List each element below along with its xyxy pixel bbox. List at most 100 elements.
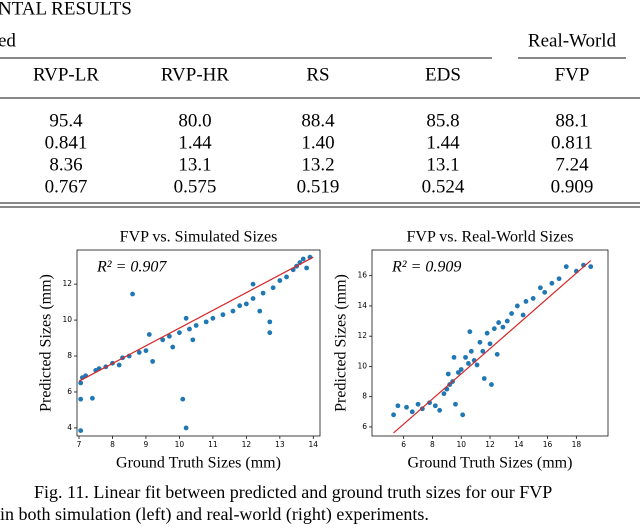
cell: 0.575: [174, 176, 217, 197]
cell: 0.841: [45, 132, 88, 153]
point: [78, 396, 84, 402]
y-tick-label: 6: [67, 387, 72, 396]
y-tick-label: 16: [357, 271, 367, 280]
point: [530, 295, 536, 301]
x-tick-label: 18: [572, 440, 582, 449]
point: [563, 264, 569, 270]
point: [489, 382, 494, 387]
fit-line: [393, 260, 592, 434]
point: [458, 367, 464, 372]
column-header: EDS: [425, 64, 461, 85]
cell: 88.1: [555, 110, 588, 131]
point: [187, 326, 192, 332]
x-tick-label: 12: [242, 440, 252, 449]
point: [237, 303, 243, 309]
point: [437, 407, 443, 413]
point: [300, 256, 306, 262]
point: [220, 312, 226, 318]
y-tick-label: 8: [67, 351, 72, 360]
point: [500, 324, 506, 330]
point: [588, 264, 594, 270]
point: [451, 354, 457, 360]
cell: 8.36: [49, 154, 82, 175]
x-axis-label: Ground Truth Sizes (mm): [116, 455, 281, 472]
axes-frame: [76, 249, 321, 437]
point: [177, 330, 182, 336]
column-header: FVP: [555, 64, 590, 85]
chart-title: FVP vs. Simulated Sizes: [120, 229, 278, 246]
point: [484, 330, 490, 336]
cell: 1.44: [426, 132, 460, 153]
point: [504, 318, 510, 324]
section-title: NTAL RESULTS: [0, 0, 132, 19]
point: [267, 319, 273, 325]
point: [260, 290, 266, 296]
column-header: RVP-LR: [33, 64, 99, 85]
x-tick-label: 11: [208, 440, 218, 449]
point: [463, 354, 468, 360]
point: [432, 403, 438, 409]
cell: 80.0: [178, 110, 211, 131]
x-tick-label: 7: [77, 440, 82, 449]
point: [520, 312, 526, 318]
x-tick-label: 14: [514, 440, 524, 449]
point: [542, 289, 548, 295]
caption-line: in both simulation (left) and real-world…: [0, 504, 429, 525]
point: [267, 330, 273, 336]
point: [460, 412, 466, 418]
column-header: RS: [306, 64, 329, 85]
x-tick-label: 10: [175, 440, 185, 449]
group-header: ed: [0, 30, 16, 51]
column-header: RVP-HR: [161, 64, 229, 85]
point: [130, 291, 135, 297]
y-axis-label: Predicted Sizes (mm): [38, 274, 55, 412]
x-tick-label: 8: [110, 440, 115, 449]
point: [203, 319, 209, 325]
point: [453, 401, 458, 407]
point: [415, 401, 421, 407]
x-tick-label: 10: [456, 440, 466, 449]
y-tick-label: 10: [357, 361, 367, 370]
y-tick-label: 12: [62, 279, 72, 288]
point: [160, 337, 166, 343]
point: [549, 280, 555, 286]
point: [243, 301, 249, 307]
point: [391, 412, 396, 418]
point: [537, 285, 543, 291]
point: [304, 265, 310, 271]
chart-title: FVP vs. Real-World Sizes: [407, 229, 574, 246]
cell: 0.524: [422, 176, 465, 197]
point: [466, 361, 471, 366]
point: [441, 391, 447, 397]
point: [136, 350, 142, 355]
point: [143, 348, 149, 354]
point: [409, 409, 415, 415]
y-tick-label: 6: [362, 422, 367, 431]
x-axis-label: Ground Truth Sizes (mm): [408, 455, 573, 472]
y-tick-label: 12: [357, 331, 367, 340]
x-tick-label: 16: [543, 440, 553, 449]
point: [277, 278, 283, 283]
cell: 0.909: [551, 176, 594, 197]
point: [509, 311, 514, 316]
point: [166, 333, 172, 339]
x-tick-label: 13: [275, 440, 285, 449]
point: [257, 308, 263, 314]
point: [481, 376, 487, 381]
point: [491, 326, 497, 332]
cell: 7.24: [555, 154, 589, 175]
x-tick-label: 6: [401, 440, 406, 449]
cell: 0.519: [297, 176, 340, 197]
point: [395, 403, 401, 409]
point: [78, 428, 84, 434]
point: [494, 351, 500, 357]
point: [496, 320, 502, 325]
point: [477, 339, 483, 345]
point: [116, 362, 122, 368]
point: [89, 395, 95, 401]
point: [170, 344, 176, 350]
point: [146, 332, 152, 337]
cell: 1.40: [301, 132, 334, 153]
cell: 13.1: [178, 154, 211, 175]
